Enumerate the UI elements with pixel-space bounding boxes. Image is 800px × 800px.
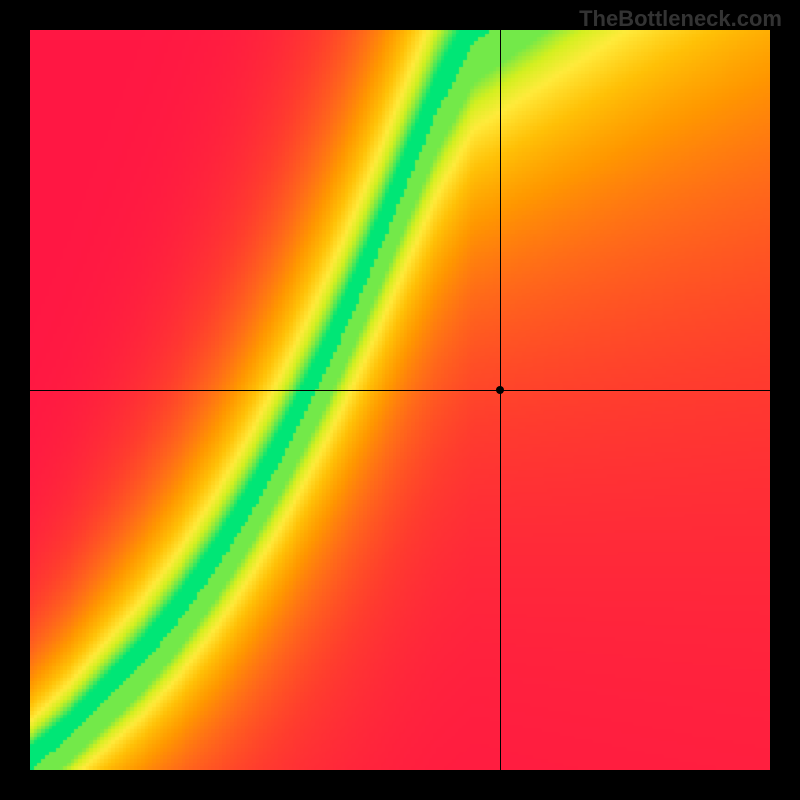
- chart-container: TheBottleneck.com: [0, 0, 800, 800]
- crosshair-horizontal: [30, 390, 770, 391]
- heatmap-canvas: [30, 30, 770, 770]
- plot-area: [30, 30, 770, 770]
- selection-marker: [496, 386, 504, 394]
- crosshair-vertical: [500, 30, 501, 770]
- watermark-text: TheBottleneck.com: [579, 6, 782, 32]
